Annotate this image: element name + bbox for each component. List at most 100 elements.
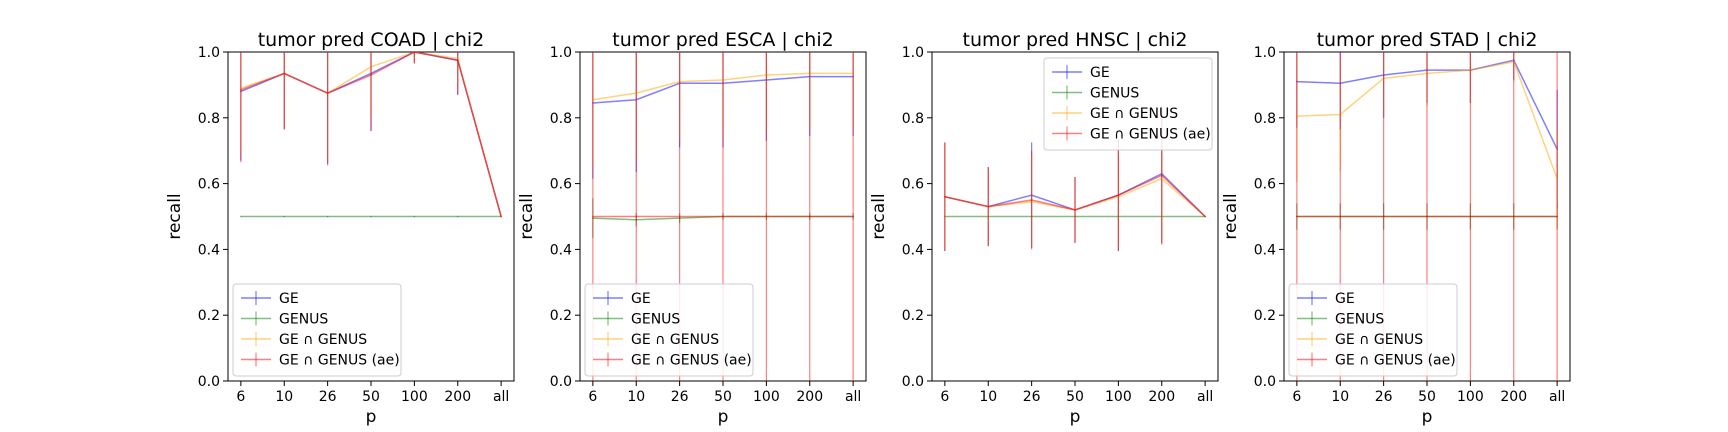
data-point (413, 52, 416, 53)
chart-title: tumor pred ESCA | chi2 (612, 29, 833, 51)
x-tick-label: 100 (753, 389, 780, 405)
legend-box (584, 283, 754, 377)
x-tick-label: 50 (362, 389, 380, 405)
x-axis-label: p (1070, 407, 1081, 427)
x-axis-label: p (718, 407, 729, 427)
data-point (1296, 215, 1298, 218)
legend-label: GE ∩ GENUS (ae) (1090, 127, 1211, 143)
x-tick-label: all (493, 389, 509, 405)
x-tick-label: 6 (1292, 389, 1301, 405)
y-tick-label: 1.0 (1254, 45, 1276, 61)
y-tick-label: 0.2 (1254, 308, 1276, 324)
x-tick-label: 200 (1148, 389, 1175, 405)
legend-label: GE (1090, 65, 1110, 81)
x-axis-label: p (366, 407, 377, 427)
x-tick-label: 200 (796, 389, 823, 405)
legend-item: GE (241, 291, 299, 307)
y-tick-label: 1.0 (550, 45, 572, 61)
legend-item: GE ∩ GENUS (ae) (1297, 352, 1456, 369)
data-point (500, 215, 502, 218)
y-axis-label: recall (165, 193, 185, 239)
data-point (678, 215, 681, 218)
y-tick-label: 0.6 (198, 177, 220, 193)
x-tick-label: 50 (1066, 389, 1084, 405)
series-4 (240, 52, 502, 218)
data-point (240, 89, 242, 91)
x-tick-label: 50 (714, 389, 732, 405)
legend: GE GENUS GE ∩ GENUS GE ∩ GENUS (ae) (1043, 57, 1213, 151)
legend-item: GE ∩ GENUS (241, 332, 367, 348)
legend-box (1043, 57, 1213, 151)
y-tick-label: 1.0 (902, 45, 924, 61)
x-tick-label: 10 (627, 389, 645, 405)
chart-title: tumor pred COAD | chi2 (258, 29, 485, 51)
x-tick-label: 10 (275, 389, 293, 405)
data-point (283, 72, 286, 75)
data-point (808, 215, 811, 218)
data-point (326, 215, 329, 218)
y-tick-label: 1.0 (198, 45, 220, 61)
y-tick-label: 0.8 (1254, 111, 1276, 127)
legend-label: GE ∩ GENUS (279, 332, 367, 348)
chart-panel-2: tumor pred ESCA | chi2 0.0 0.2 0.4 0.6 0.8 1.0… (517, 29, 867, 427)
chart-title: tumor pred STAD | chi2 (1317, 29, 1538, 51)
data-point (944, 195, 946, 198)
x-tick-label: 10 (979, 389, 997, 405)
legend-label: GENUS (279, 312, 328, 328)
y-tick-label: 0.8 (198, 111, 220, 127)
y-tick-label: 0.4 (550, 242, 572, 258)
y-tick-label: 0.8 (550, 111, 572, 127)
legend-item: GE ∩ GENUS (ae) (1052, 126, 1211, 143)
y-axis-label: recall (869, 193, 889, 239)
legend-label: GE ∩ GENUS (ae) (631, 353, 752, 369)
legend-label: GE (1335, 291, 1355, 307)
y-tick-label: 0.4 (902, 242, 924, 258)
x-tick-label: 26 (671, 389, 689, 405)
data-point (240, 215, 242, 218)
data-point (1512, 215, 1515, 218)
data-point (456, 59, 459, 62)
y-tick-label: 0.6 (550, 177, 572, 193)
legend-label: GE ∩ GENUS (631, 332, 719, 348)
y-axis-label: recall (1221, 193, 1241, 239)
legend-item: GENUS (241, 311, 328, 328)
data-point (370, 74, 372, 76)
legend-item: GE (1297, 291, 1355, 307)
x-tick-label: all (845, 389, 861, 405)
legend-item: GENUS (593, 311, 680, 328)
y-tick-label: 0.8 (902, 111, 924, 127)
legend-item: GE ∩ GENUS (1052, 106, 1178, 122)
y-tick-label: 0.0 (550, 374, 572, 390)
y-axis-label: recall (517, 193, 537, 239)
legend-item: GE ∩ GENUS (ae) (241, 352, 400, 369)
y-tick-label: 0.2 (550, 308, 572, 324)
x-tick-label: 100 (1105, 389, 1132, 405)
legend: GE GENUS GE ∩ GENUS GE ∩ GENUS (ae) (232, 283, 402, 377)
data-point (456, 215, 459, 218)
data-point (722, 215, 724, 218)
y-tick-label: 0.0 (198, 374, 220, 390)
data-point (1074, 209, 1076, 211)
data-point (852, 215, 854, 218)
x-tick-label: 200 (444, 389, 471, 405)
y-tick-label: 0.0 (902, 374, 924, 390)
data-point (1030, 199, 1033, 201)
data-point (1160, 174, 1163, 177)
x-tick-label: 6 (588, 389, 597, 405)
x-tick-label: all (1197, 389, 1213, 405)
legend-label: GE (279, 291, 299, 307)
plot-area (944, 104, 1206, 252)
legend-label: GENUS (631, 312, 680, 328)
x-tick-label: 100 (401, 389, 428, 405)
data-point (765, 215, 768, 218)
x-tick-label: 26 (319, 389, 337, 405)
data-point (1204, 215, 1206, 218)
legend-item: GENUS (1297, 311, 1384, 328)
legend-label: GENUS (1335, 312, 1384, 328)
x-tick-label: 200 (1500, 389, 1527, 405)
legend-item: GE ∩ GENUS (ae) (593, 352, 752, 369)
chart-panel-1: tumor pred COAD | chi2 0.0 0.2 0.4 0.6 0.8 1.0… (165, 29, 515, 427)
y-tick-label: 0.6 (1254, 177, 1276, 193)
x-tick-label: 6 (940, 389, 949, 405)
